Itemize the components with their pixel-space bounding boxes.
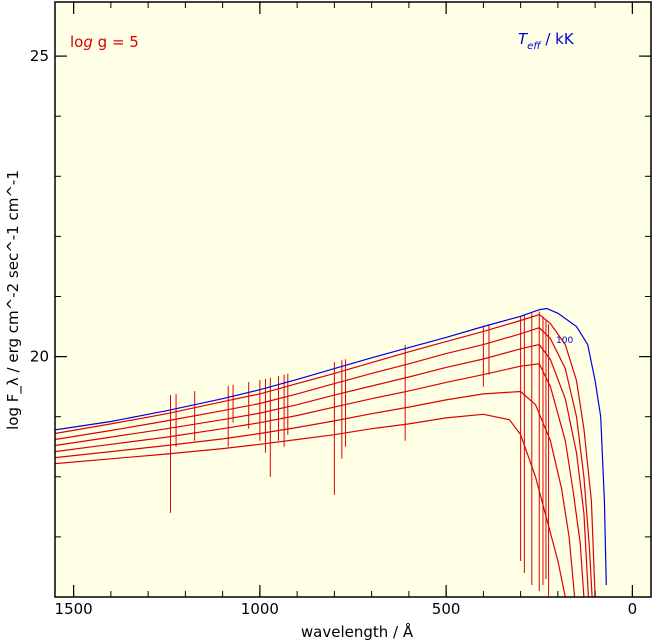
spectrum-series-0 (55, 307, 607, 586)
teff-symbol: T (518, 30, 529, 48)
series-layer (55, 307, 607, 597)
teff-unit: / kK (541, 30, 575, 48)
gravity-annotation-part: g = 5 (93, 33, 139, 51)
tick-layer: 1500 1000 500 0 20 25 (30, 2, 651, 618)
x-tick-label: 1000 (241, 600, 279, 618)
teff-annotation: Teff / kK (518, 30, 575, 52)
spectrum-series-4 (55, 363, 585, 597)
x-axis-label: wavelength / Å (301, 622, 414, 641)
spectrum-series-1 (55, 313, 596, 597)
y-tick-label: 20 (30, 348, 49, 366)
teff-value-label: 100 (556, 336, 573, 346)
gravity-annotation-part: g (83, 33, 93, 51)
spectrum-series-6 (55, 413, 566, 597)
y-axis-label: log F_λ / erg cm^-2 sec^-1 cm^-1 (4, 170, 23, 430)
gravity-annotation: log g = 5 (70, 33, 139, 51)
plot-background (55, 2, 651, 597)
gravity-annotation-part: lo (70, 33, 83, 51)
teff-subscript: eff (527, 41, 542, 52)
x-tick-label: 1500 (55, 600, 93, 618)
spectrum-series-3 (55, 343, 589, 597)
y-tick-label: 25 (30, 47, 49, 65)
x-tick-label: 0 (628, 600, 638, 618)
spectrum-series-5 (55, 390, 576, 597)
plot-frame (54, 1, 652, 598)
x-tick-label: 500 (432, 600, 461, 618)
spectrum-series-2 (55, 327, 593, 597)
